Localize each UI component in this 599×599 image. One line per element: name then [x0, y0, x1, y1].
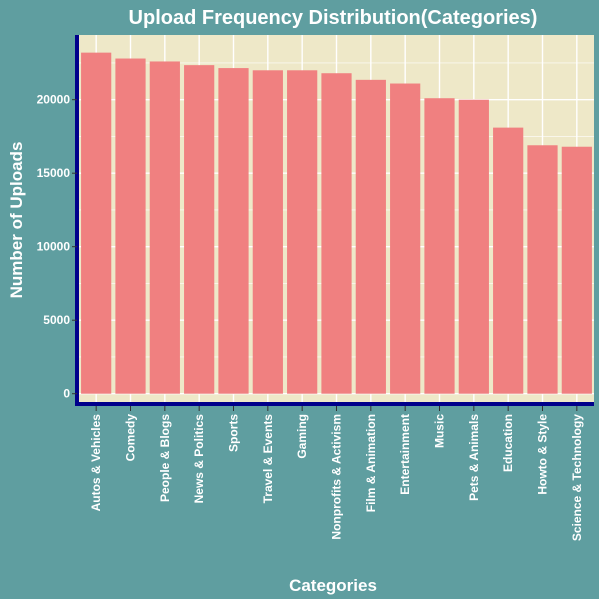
- y-tick-label: 15000: [37, 166, 71, 180]
- y-tick-label: 5000: [43, 313, 70, 327]
- x-tick-label: Entertainment: [398, 414, 412, 495]
- bar-autos-vehicles: [81, 52, 112, 394]
- x-tick-label: Education: [501, 414, 515, 472]
- bar-people-blogs: [149, 61, 180, 394]
- x-tick-label: Nonprofits & Activism: [330, 414, 344, 540]
- y-axis-title: Number of Uploads: [7, 142, 26, 299]
- x-tick-label: Film & Animation: [364, 414, 378, 512]
- x-tick-label: Gaming: [295, 414, 309, 459]
- bar-film-animation: [355, 79, 386, 394]
- x-tick-label: Pets & Animals: [467, 414, 481, 501]
- bar-sports: [218, 68, 249, 394]
- x-tick-label: News & Politics: [192, 414, 206, 504]
- y-tick-label: 20000: [37, 93, 71, 107]
- chart-title: Upload Frequency Distribution(Categories…: [129, 7, 538, 29]
- x-tick-label: Music: [433, 414, 447, 448]
- axis-ticks: [72, 99, 578, 411]
- bar-gaming: [287, 70, 318, 394]
- bar-pets-animals: [458, 99, 489, 394]
- x-tick-label: Comedy: [124, 414, 138, 462]
- x-tick-label: People & Blogs: [158, 414, 172, 502]
- bar-news-politics: [184, 65, 215, 394]
- bar-music: [424, 98, 455, 394]
- bar-entertainment: [390, 83, 421, 394]
- bar-nonprofits-activism: [321, 73, 352, 394]
- y-tick-label: 10000: [37, 240, 71, 254]
- x-tick-label: Sports: [227, 414, 241, 452]
- x-tick-label: Travel & Events: [261, 414, 275, 504]
- x-axis-title: Categories: [289, 576, 377, 595]
- bars: [81, 52, 592, 394]
- y-tick-label: 0: [63, 387, 70, 401]
- bar-travel-events: [252, 70, 283, 394]
- bar-education: [493, 127, 524, 394]
- x-tick-label: Science & Technology: [570, 414, 584, 541]
- x-tick-label: Howto & Style: [536, 414, 550, 495]
- bar-howto-style: [527, 145, 558, 394]
- bar-comedy: [115, 58, 146, 394]
- bar-science-technology: [561, 146, 592, 394]
- x-tick-labels: Autos & Vehicles Comedy People & Blogs News…: [89, 414, 584, 541]
- x-tick-label: Autos & Vehicles: [89, 414, 103, 512]
- y-tick-labels: 0 5000 10000 15000 20000: [37, 93, 71, 401]
